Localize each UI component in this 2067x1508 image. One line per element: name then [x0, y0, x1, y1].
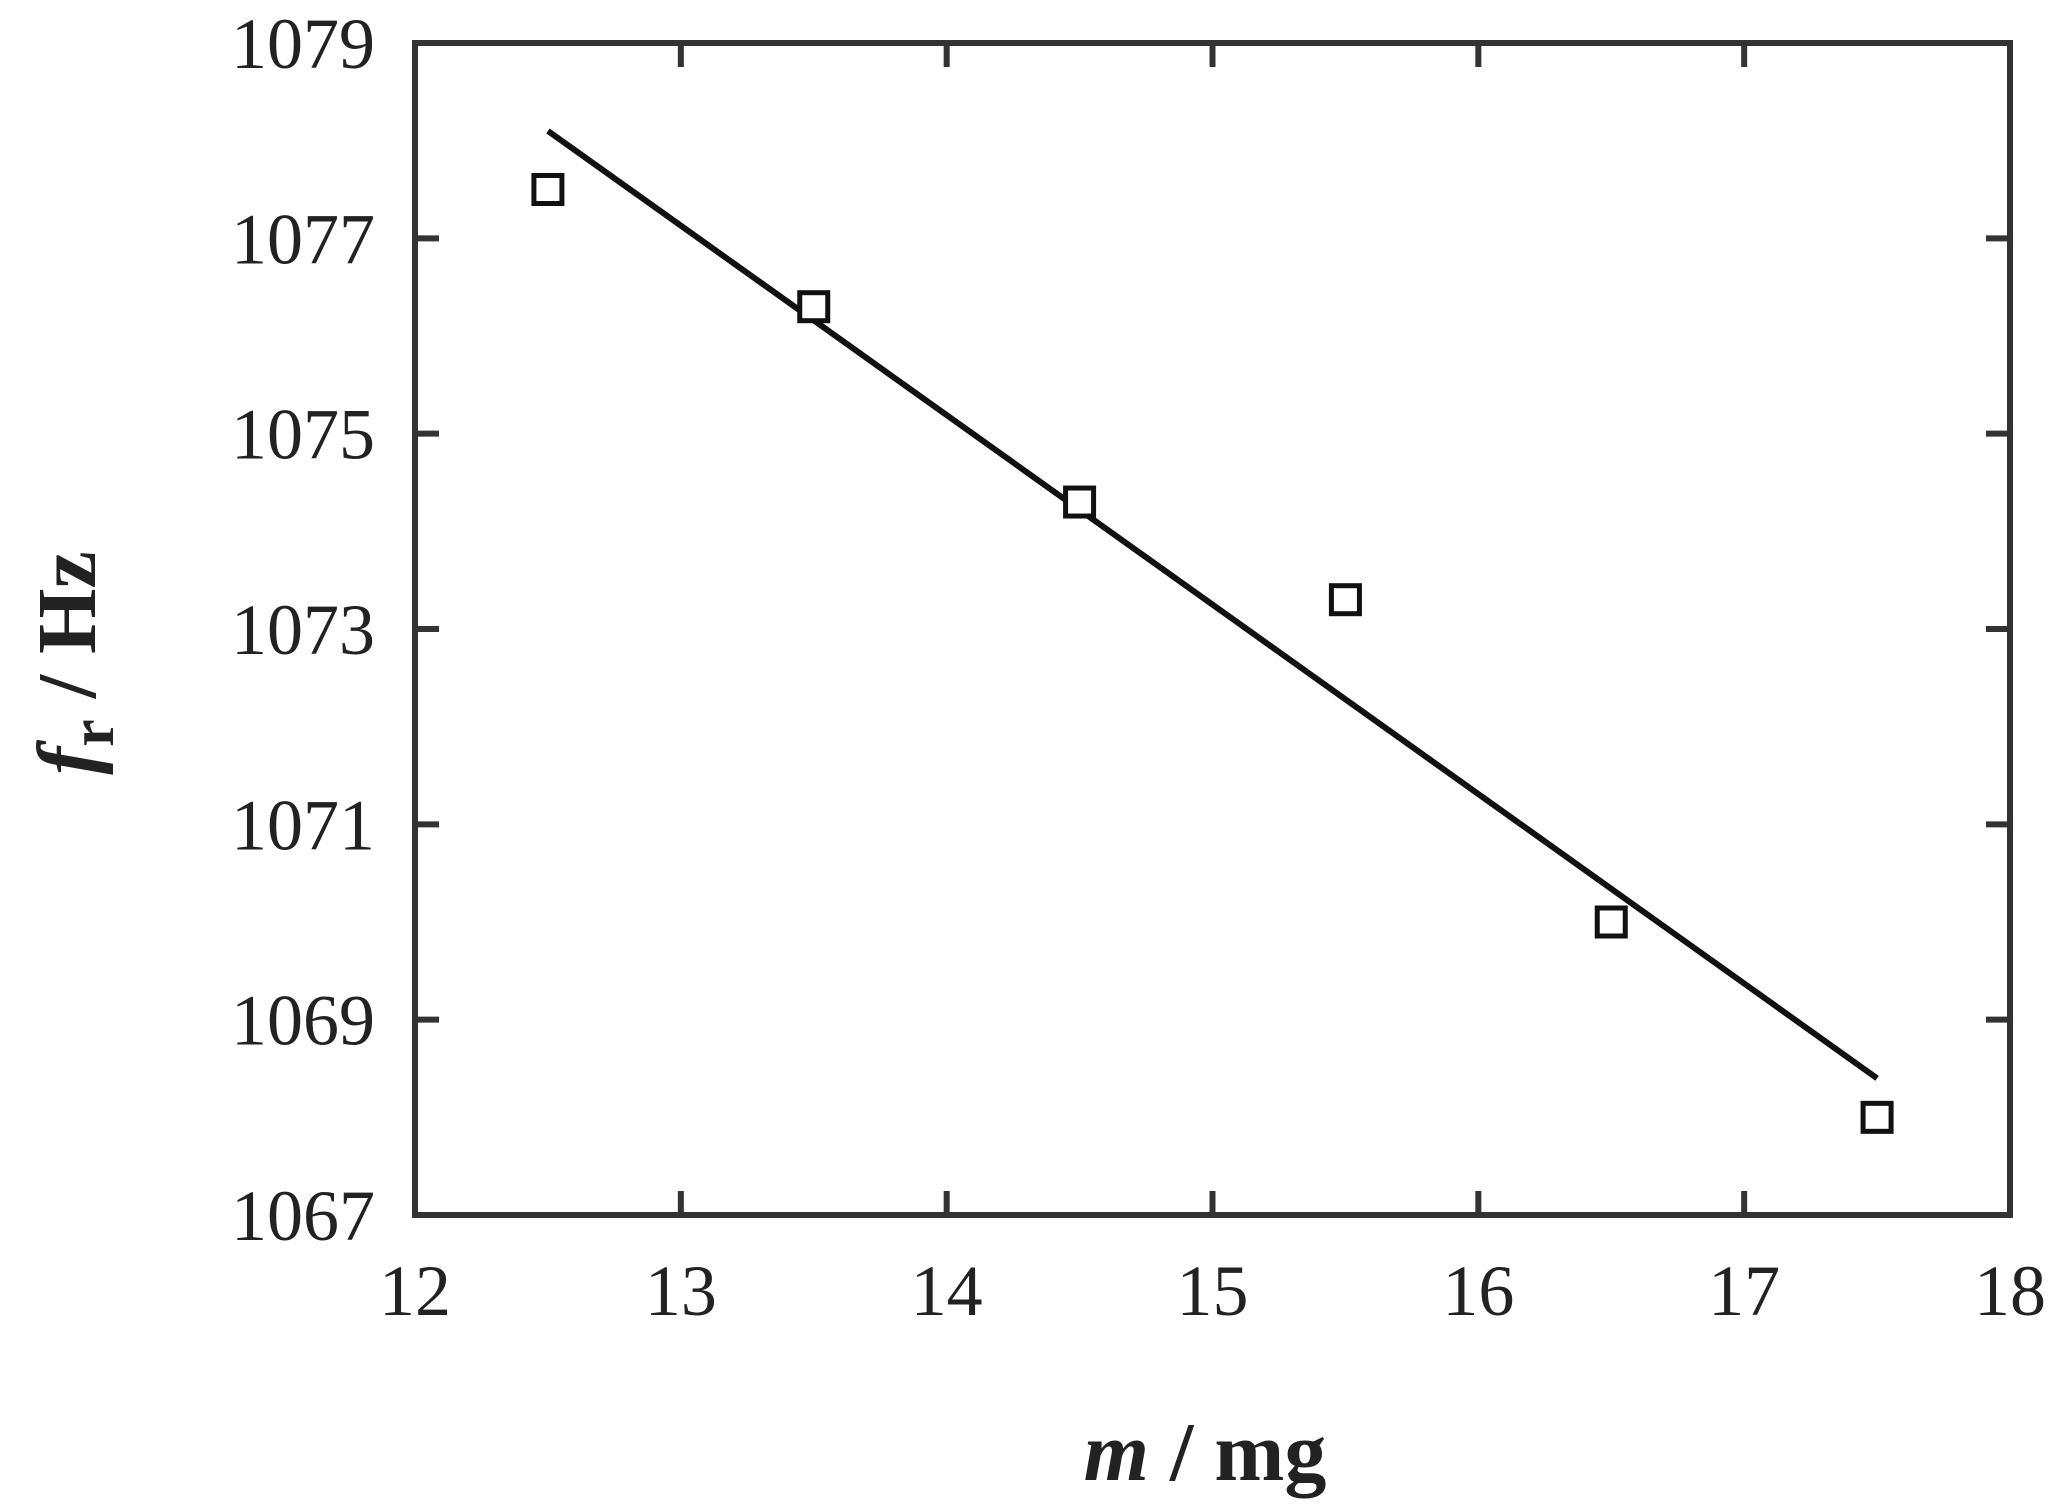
y-tick-label: 1071: [231, 785, 375, 865]
data-point: [1328, 583, 1362, 617]
x-tick-label: 13: [645, 1251, 717, 1331]
fit-line: [546, 128, 1879, 1081]
y-tick-label: 1077: [231, 199, 375, 279]
x-tick-label: 12: [379, 1251, 451, 1331]
y-tick-label: 1079: [231, 4, 375, 84]
y-axis-label: fr / Hz: [21, 551, 127, 774]
data-points-group: [531, 173, 1894, 1134]
x-tick-label: 16: [1442, 1251, 1514, 1331]
x-tick-label: 14: [911, 1251, 983, 1331]
plot-frame-group: [412, 40, 2013, 1218]
data-point: [1063, 485, 1097, 519]
x-axis-label: m / mg: [1084, 1406, 1327, 1499]
data-point: [1594, 905, 1628, 939]
y-tick-label: 1067: [231, 1176, 375, 1256]
x-axis-unit: / mg: [1149, 1406, 1326, 1499]
x-tick-label: 18: [1974, 1251, 2046, 1331]
data-point: [797, 290, 831, 324]
x-axis-var: m: [1084, 1406, 1149, 1499]
data-point: [1860, 1100, 1894, 1134]
y-axis-sub: r: [59, 719, 127, 747]
x-tick-labels: 12 13 14 15 16 17 18: [379, 1251, 2046, 1331]
data-point: [531, 173, 565, 206]
y-tick-label: 1075: [231, 395, 375, 475]
tick-marks-group: [412, 40, 2013, 1218]
fit-line-group: [546, 128, 1879, 1081]
y-tick-label: 1069: [231, 981, 375, 1061]
x-tick-label: 17: [1708, 1251, 1780, 1331]
y-tick-label: 1073: [231, 590, 375, 670]
y-tick-labels: 1067 1069 1071 1073 1075 1077 1079: [231, 4, 375, 1256]
y-axis-unit: / Hz: [21, 551, 114, 719]
x-tick-label: 15: [1177, 1251, 1249, 1331]
plot-frame: [412, 40, 2013, 1218]
